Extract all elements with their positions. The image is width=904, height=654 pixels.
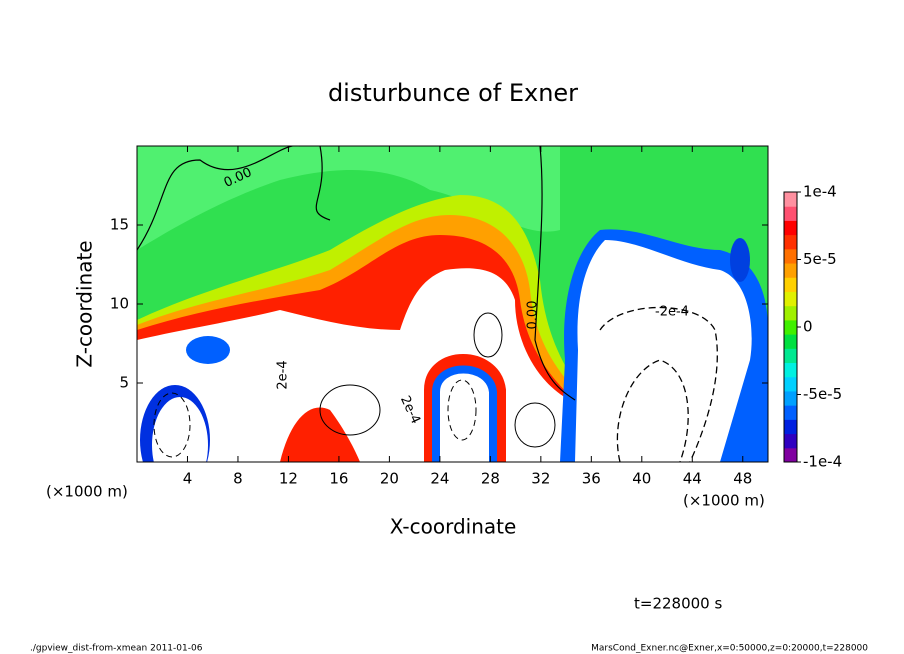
contour-label: -2e-4 (655, 305, 689, 320)
colorbar-segment (784, 433, 797, 449)
y-tick-label: 15 (110, 216, 129, 234)
x-tick-label: 4 (183, 470, 193, 488)
colorbar-tick-label: 0 (803, 318, 813, 336)
colorbar-segment (784, 362, 797, 378)
colorbar-segment (784, 376, 797, 392)
colorbar-tick-label: -1e-4 (803, 453, 842, 471)
colorbar-segment (784, 291, 797, 307)
x-tick-label: 12 (279, 470, 298, 488)
colorbar-segment (784, 419, 797, 435)
colorbar-segment (784, 192, 797, 207)
colorbar-tick-label: 1e-4 (803, 183, 837, 201)
x-tick-label: 24 (430, 470, 449, 488)
colorbar-segment (784, 305, 797, 321)
colorbar-segment (784, 234, 797, 250)
x-tick-label: 20 (380, 470, 399, 488)
colorbar-segment (784, 277, 797, 292)
colorbar-segment (784, 263, 797, 278)
y-tick-label: 5 (119, 374, 129, 392)
colorbar-segment (784, 319, 797, 335)
colorbar-tick-label: -5e-5 (803, 385, 842, 403)
chart-title: disturbunce of Exner (328, 79, 578, 107)
x-tick-label: 44 (683, 470, 702, 488)
x-tick-label: 40 (632, 470, 651, 488)
x-tick-label: 48 (733, 470, 752, 488)
x-axis-title: X-coordinate (390, 515, 517, 539)
x-tick-label: 16 (329, 470, 348, 488)
colorbar-segment (784, 206, 797, 221)
colorbar-segment (784, 447, 797, 463)
time-label: t=228000 s (634, 595, 722, 613)
y-axis-title: Z-coordinate (73, 240, 97, 367)
colorbar-segment (784, 334, 797, 349)
footer-right: MarsCond_Exner.nc@Exner,x=0:50000,z=0:20… (591, 644, 868, 654)
footer-left: ./gpview_dist-from-xmean 2011-01-06 (30, 644, 203, 654)
x-unit-label: (×1000 m) (683, 492, 765, 510)
contour-label: 2e-4 (276, 360, 291, 389)
colorbar-tick-label: 5e-5 (803, 250, 837, 268)
y-unit-label: (×1000 m) (46, 483, 128, 501)
x-tick-label: 8 (233, 470, 243, 488)
colorbar-segment (784, 348, 797, 364)
y-tick-label: 10 (110, 295, 129, 313)
x-tick-label: 36 (582, 470, 601, 488)
colorbar-segment (784, 248, 797, 264)
contour-label: 0.00 (526, 301, 541, 330)
colorbar-segment (784, 390, 797, 406)
x-tick-label: 32 (531, 470, 550, 488)
field (137, 146, 768, 462)
x-tick-label: 28 (481, 470, 500, 488)
colorbar-segment (784, 405, 797, 420)
colorbar-segment (784, 220, 797, 236)
